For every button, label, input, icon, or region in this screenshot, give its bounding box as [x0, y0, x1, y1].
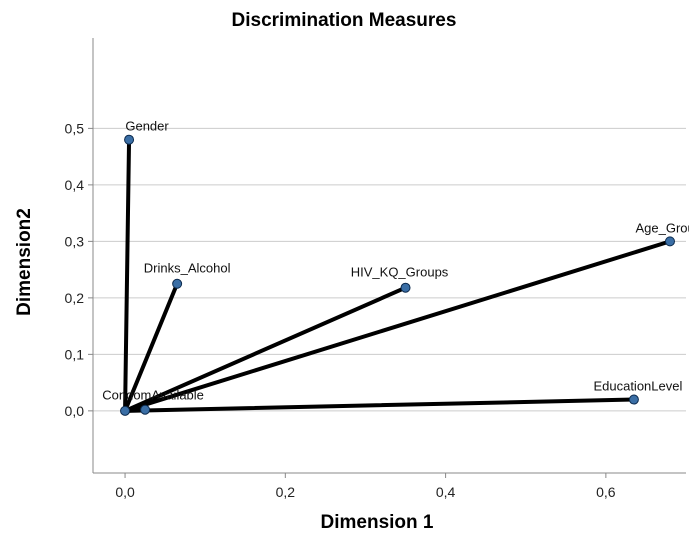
data-point	[628, 394, 639, 405]
vector-line	[123, 285, 408, 413]
y-tick-label: 0,2	[65, 290, 85, 306]
y-tick-label: 0,4	[65, 177, 85, 193]
vector-line	[123, 397, 636, 413]
y-tick-label: 0,5	[65, 120, 85, 136]
point-label: EducationLevel	[593, 379, 682, 394]
data-point	[400, 282, 411, 293]
data-point	[140, 404, 151, 415]
vector-line	[123, 281, 180, 413]
y-tick-label: 0,1	[65, 346, 85, 362]
y-tick-label: 0,3	[65, 233, 85, 249]
label-layer: Gender Drinks_Alcohol HIV_KQ_Groups Age_Gro…	[102, 119, 689, 403]
x-axis-title: Dimension 1	[321, 512, 434, 533]
x-tick-label: 0,0	[115, 484, 135, 500]
x-tick-label: 0,6	[596, 484, 616, 500]
data-point	[664, 236, 675, 247]
x-tick-label: 0,2	[276, 484, 296, 500]
point-layer	[120, 134, 675, 416]
data-point	[172, 278, 183, 289]
point-label: Gender	[125, 119, 169, 134]
chart-title: Discrimination Measures	[232, 10, 457, 31]
point-label: HIV_KQ_Groups	[351, 265, 449, 280]
vector-line	[123, 137, 132, 413]
y-axis-title: Dimension2	[14, 208, 35, 316]
y-tick-label: 0,0	[65, 403, 85, 419]
point-label: Age_Groups	[635, 220, 689, 235]
origin-point	[120, 405, 131, 416]
point-label: CondomAvailable	[102, 388, 204, 403]
tick-layer: 0,0 0,1 0,2 0,3 0,4 0,5 0,0 0,2 0,4 0,6	[65, 120, 616, 500]
vector-layer	[123, 137, 672, 413]
x-tick-label: 0,4	[436, 484, 456, 500]
data-point	[124, 134, 135, 145]
vector-line	[123, 239, 672, 413]
point-label: Drinks_Alcohol	[144, 261, 231, 276]
